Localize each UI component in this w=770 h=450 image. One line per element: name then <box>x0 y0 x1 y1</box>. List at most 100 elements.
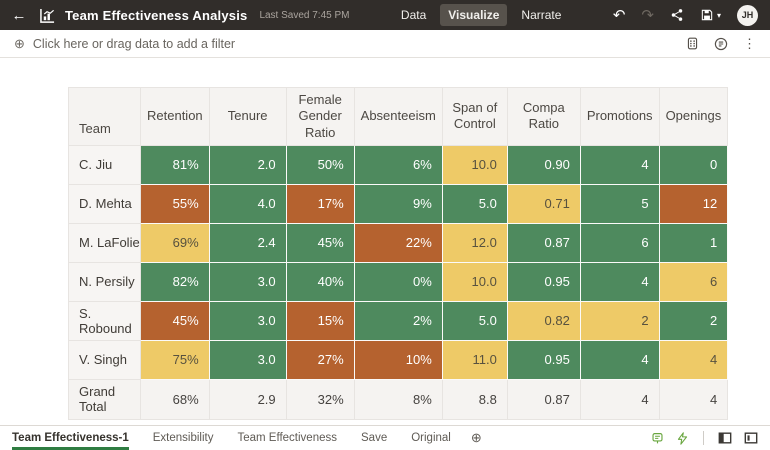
data-cell[interactable]: 4.0 <box>208 183 287 224</box>
grand-total-cell[interactable]: 68% <box>140 378 210 420</box>
filter-prompt[interactable]: Click here or drag data to add a filter <box>32 36 236 51</box>
data-cell[interactable]: 15% <box>285 300 355 341</box>
data-cell[interactable]: 27% <box>285 339 355 380</box>
data-cell[interactable]: 4 <box>579 261 660 302</box>
data-cell[interactable]: 0.95 <box>506 261 581 302</box>
data-cell[interactable]: 0 <box>658 144 729 185</box>
data-cell[interactable]: 3.0 <box>208 300 287 341</box>
canvas-tab-team-effectiveness[interactable]: Team Effectiveness <box>237 432 337 444</box>
tab-data[interactable]: Data <box>400 8 427 22</box>
data-cell[interactable]: 0.87 <box>506 222 581 263</box>
data-cell[interactable]: 2 <box>579 300 660 341</box>
data-cell[interactable]: 2.0 <box>208 144 287 185</box>
data-quality-icon[interactable] <box>651 432 664 445</box>
data-cell[interactable]: 40% <box>285 261 355 302</box>
data-cell[interactable]: 45% <box>140 300 210 341</box>
left-panel-toggle-icon[interactable] <box>718 431 732 445</box>
data-cell[interactable]: 11.0 <box>441 339 508 380</box>
canvas-tab-save[interactable]: Save <box>361 432 388 444</box>
data-cell[interactable]: 10.0 <box>441 144 508 185</box>
data-cell[interactable]: 5.0 <box>441 300 508 341</box>
data-cell[interactable]: 4 <box>658 339 729 380</box>
data-cell[interactable]: 75% <box>140 339 210 380</box>
data-cell[interactable]: 1 <box>658 222 729 263</box>
tab-narrate[interactable]: Narrate <box>521 8 562 22</box>
spark-actions-icon[interactable] <box>676 431 689 445</box>
save-caret-icon[interactable]: ▾ <box>716 10 721 20</box>
grand-total-cell[interactable]: 2.9 <box>208 378 287 420</box>
data-cell[interactable]: 9% <box>353 183 443 224</box>
data-cell[interactable]: 0.95 <box>506 339 581 380</box>
tab-visualize[interactable]: Visualize <box>440 4 508 26</box>
data-cell[interactable]: 5.0 <box>441 183 508 224</box>
save-button[interactable]: ▾ <box>700 8 721 22</box>
column-header[interactable]: Female Gender Ratio <box>285 87 355 146</box>
data-cell[interactable]: 0% <box>353 261 443 302</box>
row-header[interactable]: S. Robound <box>68 300 141 341</box>
canvas-tab-team-effectiveness-1[interactable]: Team Effectiveness-1 <box>12 426 129 450</box>
filter-bar-actions: ⋮ <box>686 36 756 52</box>
row-header[interactable]: V. Singh <box>68 339 141 380</box>
grand-total-cell[interactable]: 0.87 <box>506 378 581 420</box>
data-cell[interactable]: 6 <box>579 222 660 263</box>
data-cell[interactable]: 0.90 <box>506 144 581 185</box>
data-cell[interactable]: 6 <box>658 261 729 302</box>
user-avatar[interactable]: JH <box>737 4 758 26</box>
data-cell[interactable]: 12 <box>658 183 729 224</box>
data-cell[interactable]: 4 <box>579 339 660 380</box>
share-icon[interactable] <box>670 8 684 22</box>
grand-total-cell[interactable]: 8.8 <box>441 378 508 420</box>
data-cell[interactable]: 10.0 <box>441 261 508 302</box>
data-cell[interactable]: 12.0 <box>441 222 508 263</box>
redo-icon[interactable]: ↷ <box>641 6 654 24</box>
undo-icon[interactable]: ↶ <box>612 6 626 24</box>
column-header[interactable]: Span of Control <box>441 87 508 146</box>
data-cell[interactable]: 10% <box>353 339 443 380</box>
row-header[interactable]: D. Mehta <box>68 183 141 224</box>
canvas-tab-original[interactable]: Original <box>411 432 451 444</box>
data-cell[interactable]: 2 <box>658 300 729 341</box>
data-cell[interactable]: 4 <box>579 144 660 185</box>
data-cell[interactable]: 55% <box>140 183 210 224</box>
column-header[interactable]: Tenure <box>208 87 287 146</box>
data-cell[interactable]: 2% <box>353 300 443 341</box>
data-cell[interactable]: 69% <box>140 222 210 263</box>
grand-total-cell[interactable]: 4 <box>579 378 660 420</box>
visualization-settings-icon[interactable] <box>686 37 699 50</box>
more-options-icon[interactable]: ⋮ <box>743 35 756 51</box>
data-cell[interactable]: 3.0 <box>208 339 287 380</box>
grand-total-cell[interactable]: 4 <box>658 378 729 420</box>
data-cell[interactable]: 5 <box>579 183 660 224</box>
grand-total-label[interactable]: Grand Total <box>68 378 141 420</box>
data-cell[interactable]: 2.4 <box>208 222 287 263</box>
row-header[interactable]: M. LaFolie <box>68 222 141 263</box>
data-cell[interactable]: 0.71 <box>506 183 581 224</box>
data-cell[interactable]: 50% <box>285 144 355 185</box>
add-filter-icon[interactable]: ⊕ <box>14 35 25 51</box>
row-header[interactable]: C. Jiu <box>68 144 141 185</box>
data-cell[interactable]: 82% <box>140 261 210 302</box>
data-cell[interactable]: 0.82 <box>506 300 581 341</box>
row-header[interactable]: N. Persily <box>68 261 141 302</box>
data-cell[interactable]: 22% <box>353 222 443 263</box>
column-header[interactable]: Team <box>68 87 141 146</box>
data-cell[interactable]: 45% <box>285 222 355 263</box>
column-header[interactable]: Compa Ratio <box>506 87 581 146</box>
last-saved-label: Last Saved 7:45 PM <box>259 9 350 21</box>
grand-total-cell[interactable]: 32% <box>285 378 355 420</box>
data-cell[interactable]: 6% <box>353 144 443 185</box>
column-header[interactable]: Openings <box>658 87 729 146</box>
right-panel-toggle-icon[interactable] <box>744 431 758 445</box>
column-header[interactable]: Promotions <box>579 87 660 146</box>
data-cell[interactable]: 17% <box>285 183 355 224</box>
canvas-tab-extensibility[interactable]: Extensibility <box>152 432 214 444</box>
data-cell[interactable]: 81% <box>140 144 210 185</box>
column-header[interactable]: Retention <box>140 87 210 146</box>
grand-total-row: Grand Total 68% 2.9 32% 8% 8.8 0.87 4 4 <box>68 378 729 420</box>
data-cell[interactable]: 3.0 <box>208 261 287 302</box>
auto-insights-icon[interactable] <box>714 37 728 51</box>
column-header[interactable]: Absenteeism <box>353 87 443 146</box>
add-canvas-icon[interactable]: ⊕ <box>470 430 482 445</box>
back-button[interactable]: ← <box>6 0 32 30</box>
grand-total-cell[interactable]: 8% <box>353 378 443 420</box>
